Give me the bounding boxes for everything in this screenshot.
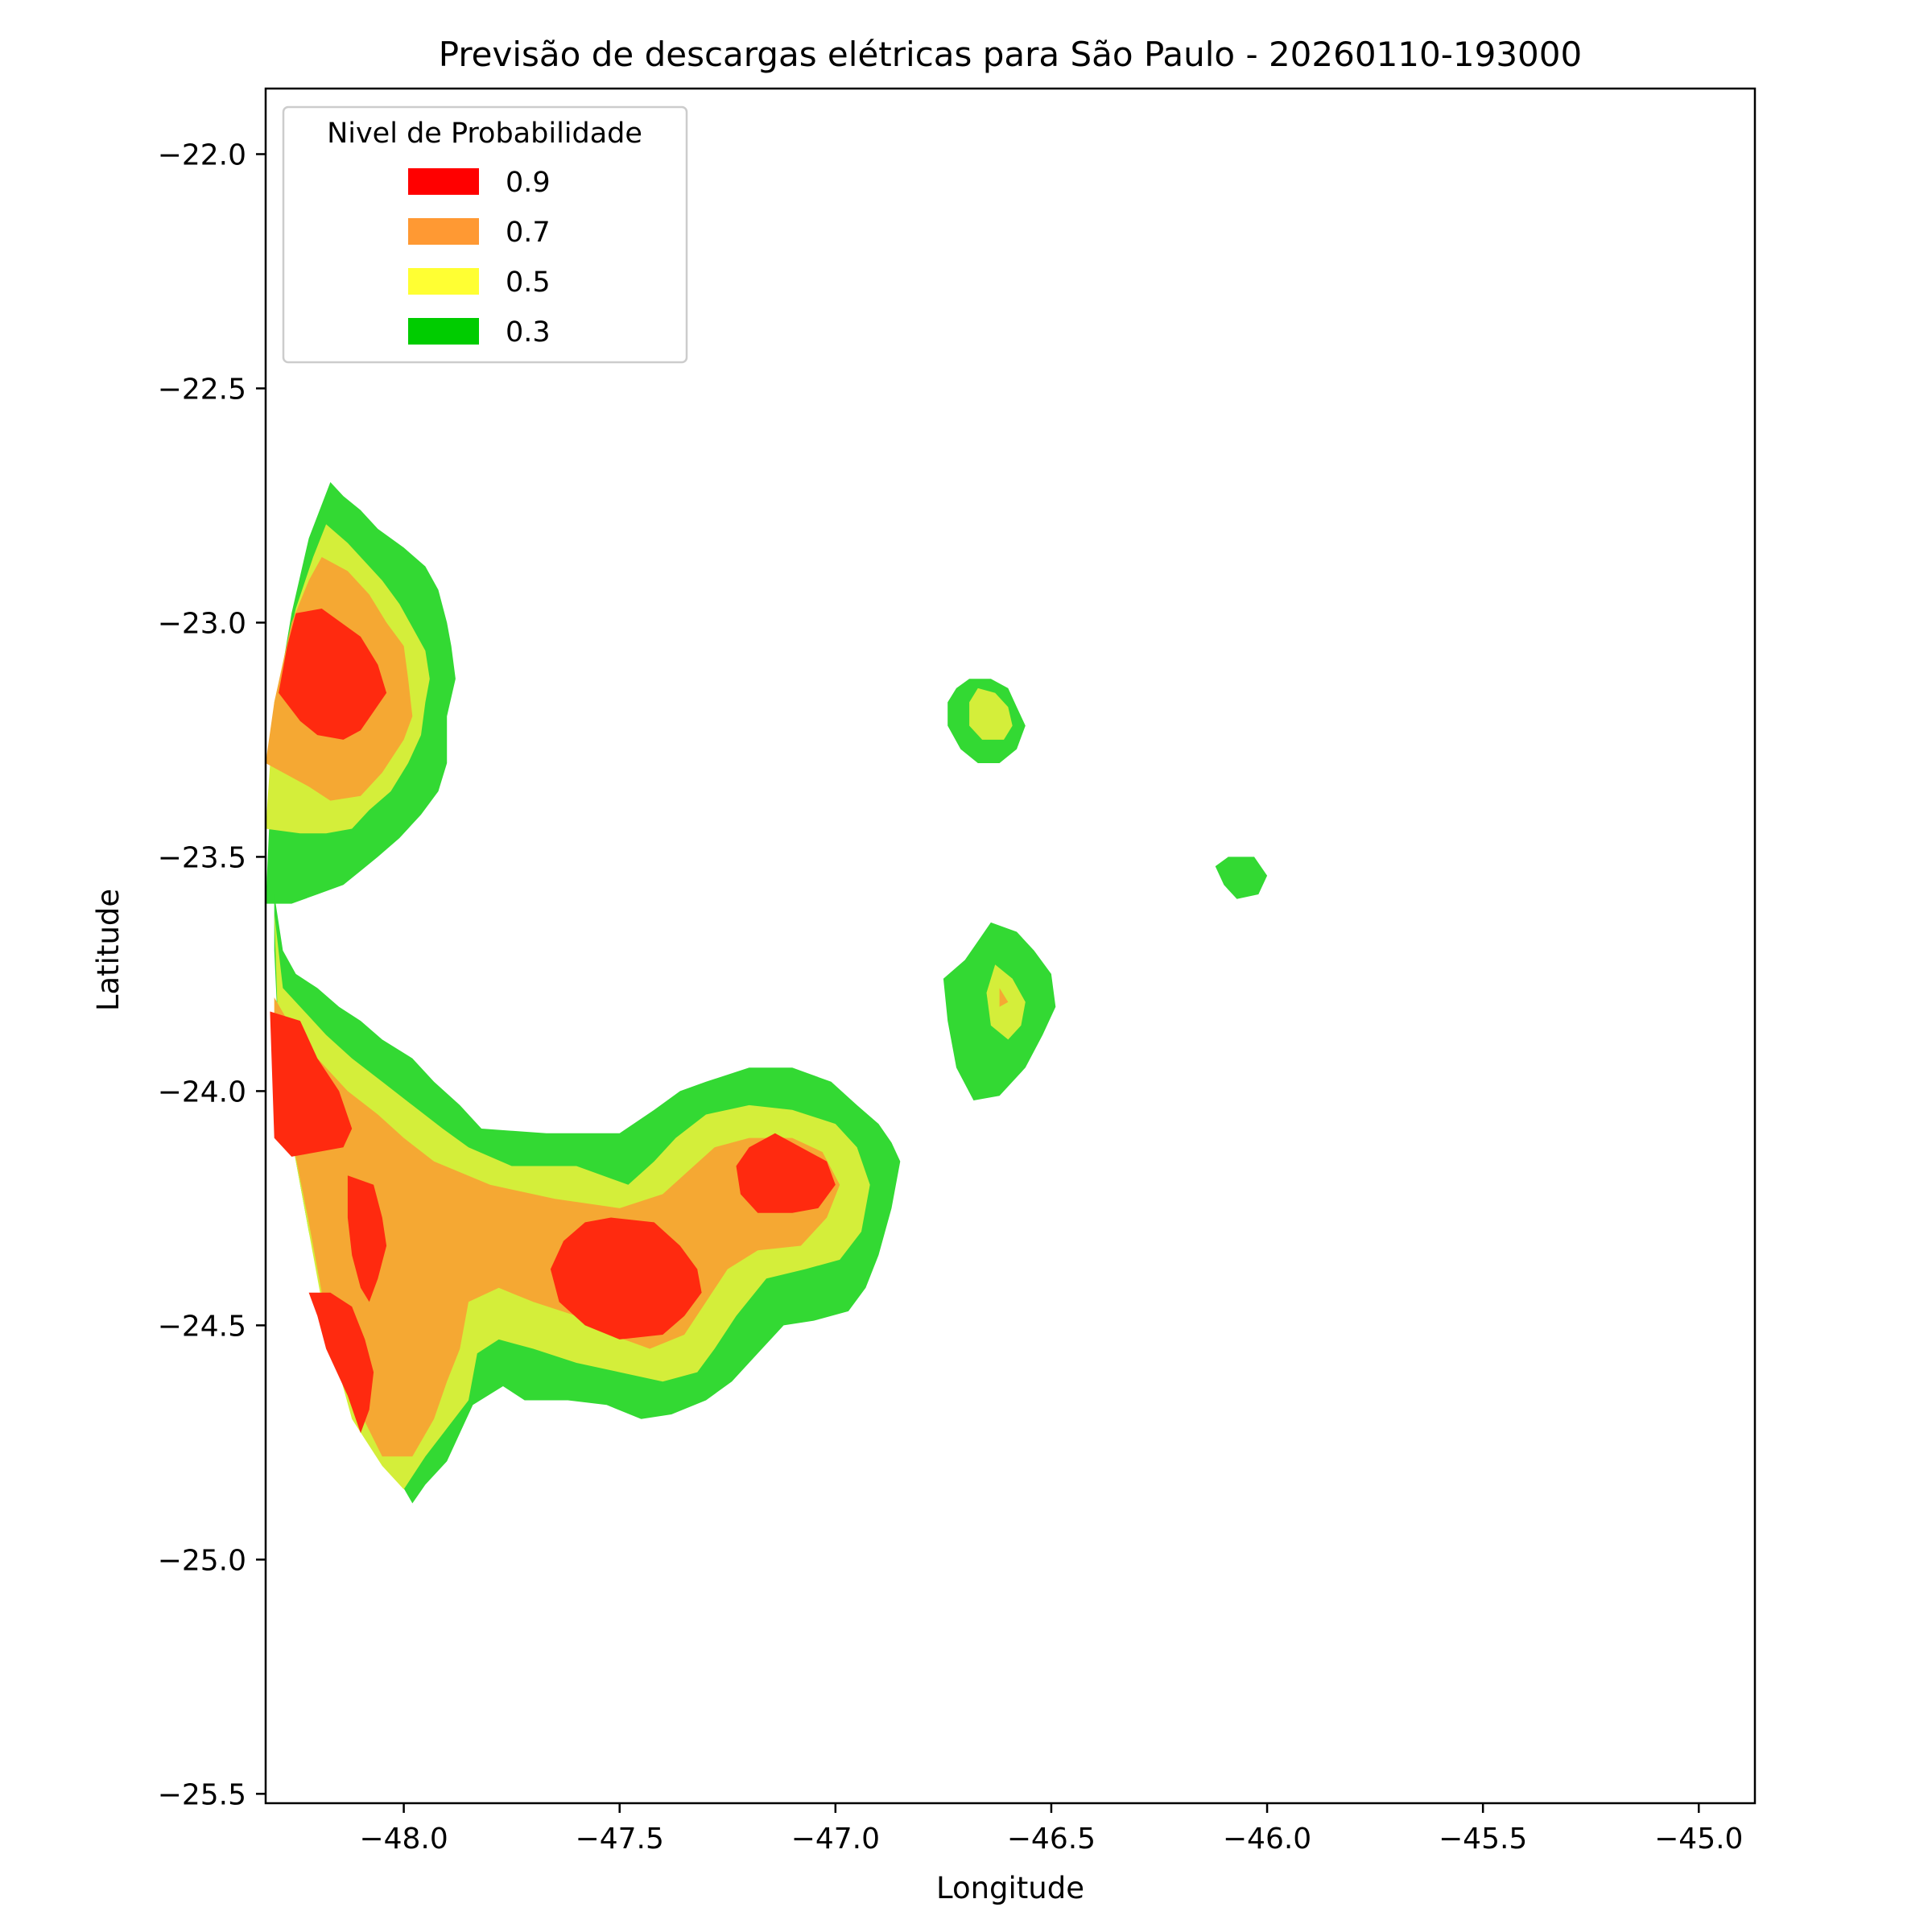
legend-swatch [408, 268, 479, 295]
legend-label: 0.3 [506, 316, 551, 349]
legend-entry: 0.3 [408, 316, 551, 349]
contour-region-south-cell-09-d [550, 1217, 702, 1340]
y-tick-label: −23.5 [158, 841, 246, 874]
y-tick-label: −24.0 [158, 1075, 246, 1108]
contour-region-east-cell-a-05 [969, 687, 1013, 740]
legend-entry: 0.7 [408, 217, 551, 249]
legend-entry: 0.9 [408, 167, 551, 199]
legend-swatch [408, 168, 479, 195]
y-tick-label: −25.5 [158, 1778, 246, 1811]
contour-region-north-cell-09 [279, 609, 387, 740]
x-axis-ticks: −48.0 −47.5 −47.0 −46.5 −46.0 −45.5 −45.0 [359, 1803, 1743, 1856]
y-tick-label: −22.5 [158, 373, 246, 406]
legend-entry: 0.5 [408, 266, 551, 299]
y-tick-label: −25.0 [158, 1544, 246, 1577]
x-tick-label: −45.0 [1654, 1823, 1743, 1856]
x-tick-label: −46.0 [1223, 1823, 1311, 1856]
y-tick-label: −22.0 [158, 138, 246, 171]
y-tick-label: −23.0 [158, 607, 246, 640]
legend-swatch [408, 218, 479, 245]
legend-swatch [408, 318, 479, 345]
contour-region-south-cell-09-e [736, 1133, 836, 1213]
y-tick-label: −24.5 [158, 1310, 246, 1343]
legend-label: 0.7 [506, 217, 551, 249]
x-tick-label: −48.0 [359, 1823, 448, 1856]
contour-region-east-cell-c-07 [999, 988, 1009, 1007]
legend-label: 0.5 [506, 266, 551, 299]
y-axis-ticks: −22.0 −22.5 −23.0 −23.5 −24.0 −24.5 −25.0 −25.5 [158, 138, 266, 1811]
contour-region-south-cell-09-b [347, 1175, 387, 1302]
x-tick-label: −46.5 [1007, 1823, 1096, 1856]
x-tick-label: −47.0 [791, 1823, 880, 1856]
y-axis-label: Latitude [91, 889, 126, 1011]
contour-region-south-cell-07 [274, 997, 840, 1457]
legend-label: 0.9 [506, 167, 551, 199]
plot-frame [264, 87, 1757, 1805]
contour-region-south-cell-09-c [308, 1292, 374, 1434]
x-tick-label: −47.5 [576, 1823, 664, 1856]
contour-regions [266, 481, 1268, 1504]
legend-title: Nivel de Probabilidade [327, 118, 642, 150]
legend-box [282, 105, 688, 364]
x-tick-label: −45.5 [1439, 1823, 1527, 1856]
chart-title: Previsão de descargas elétricas para São… [439, 35, 1582, 74]
x-axis-label: Longitude [936, 1871, 1084, 1905]
legend: Nivel de Probabilidade 0.9 0.7 0.5 0.3 [282, 105, 688, 364]
contour-region-south-cell-09-a [270, 1011, 353, 1157]
contour-region-east-cell-b-03 [1215, 857, 1268, 899]
